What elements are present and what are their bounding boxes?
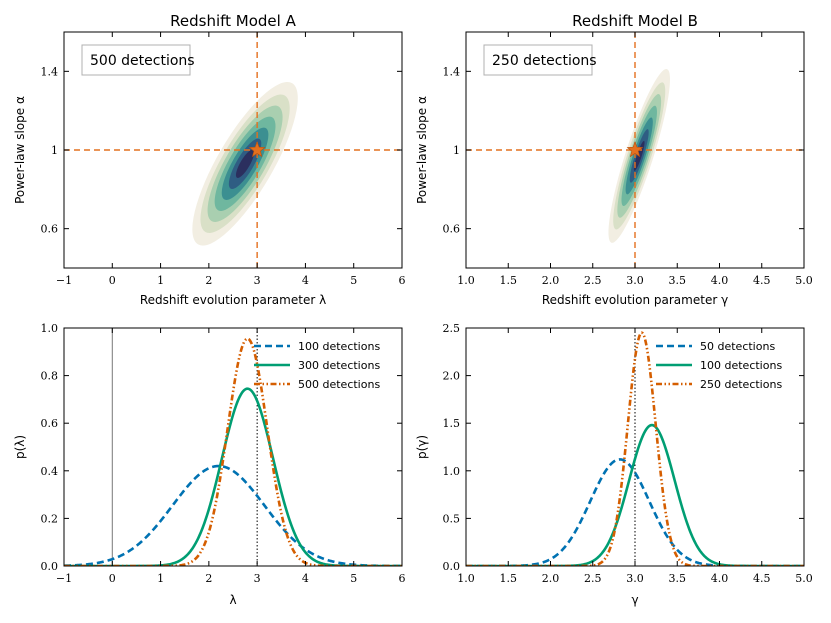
- y-axis-label: p(γ): [415, 435, 429, 459]
- x-tick-label: 1.0: [457, 274, 475, 287]
- panel-model-b-contour: 250 detections Redshift Model B 1.0 1.5 2.0 2…: [415, 12, 813, 307]
- x-tick-label: 5: [350, 572, 357, 585]
- y-tick-label: 0.6: [41, 223, 59, 236]
- annotation-box: [483, 44, 593, 76]
- x-tick-label: 3.5: [669, 274, 687, 287]
- y-tick-label: 0.2: [41, 512, 59, 525]
- x-tick-label: 4: [302, 274, 309, 287]
- y-tick-label: 0.8: [41, 370, 59, 383]
- x-axis-label: γ: [631, 593, 638, 607]
- legend-label-3: 250 detections: [700, 378, 782, 391]
- series-line-1: [64, 464, 402, 566]
- x-tick-label: −1: [56, 572, 72, 585]
- panel-title: Redshift Model B: [572, 12, 698, 30]
- panel-lambda-posterior: 100 detections 300 detections 500 detectio…: [13, 322, 406, 607]
- panel-model-a-contour: 500 detections Redshift Model A −1 0 1 2 3 4 5 6 0…: [13, 12, 406, 307]
- y-tick-label: 0.6: [443, 223, 461, 236]
- x-tick-label: 4.0: [711, 572, 729, 585]
- legend-label-1: 100 detections: [298, 340, 380, 353]
- y-tick-label: 1.4: [41, 65, 59, 78]
- legend-label-3: 500 detections: [298, 378, 380, 391]
- y-tick-label: 2.5: [443, 322, 461, 335]
- legend-label-2: 100 detections: [700, 359, 782, 372]
- x-tick-label: 6: [399, 572, 406, 585]
- x-axis-label: λ: [229, 593, 236, 607]
- x-tick-label: 0: [109, 572, 116, 585]
- x-tick-label: 4.5: [753, 572, 771, 585]
- x-tick-label: 1: [157, 274, 164, 287]
- x-tick-label: 1.0: [457, 572, 475, 585]
- truth-star-marker: [626, 141, 644, 158]
- y-tick-label: 0.0: [443, 560, 461, 573]
- x-tick-label: 4.0: [711, 274, 729, 287]
- x-tick-label: 3.5: [669, 572, 687, 585]
- y-tick-label: 1: [51, 144, 58, 157]
- y-tick-label: 1.5: [443, 417, 461, 430]
- y-tick-label: 0.0: [41, 560, 59, 573]
- x-tick-label: 1: [157, 572, 164, 585]
- x-tick-label: 2: [205, 572, 212, 585]
- x-tick-label: 2.0: [542, 274, 560, 287]
- contour-level-7: [235, 149, 255, 178]
- y-tick-label: 1.0: [41, 322, 59, 335]
- x-axis-label: Redshift evolution parameter γ: [542, 293, 728, 307]
- x-axis-label: Redshift evolution parameter λ: [140, 293, 326, 307]
- x-tick-label: 3: [254, 274, 261, 287]
- x-tick-label: −1: [56, 274, 72, 287]
- x-tick-label: 2.5: [584, 274, 602, 287]
- x-tick-label: 2: [205, 274, 212, 287]
- y-tick-label: 0.6: [41, 417, 59, 430]
- y-tick-label: 1.0: [443, 465, 461, 478]
- series-line-2: [64, 387, 402, 566]
- y-tick-label: 2.0: [443, 370, 461, 383]
- series-line-3: [64, 337, 402, 566]
- truth-star-marker: [248, 141, 266, 158]
- plot-frame: [63, 327, 403, 567]
- series-line-2: [466, 423, 804, 566]
- x-tick-label: 1.5: [500, 572, 518, 585]
- x-tick-label: 0: [109, 274, 116, 287]
- y-axis-label: Power-law slope α: [415, 96, 429, 204]
- y-axis-label: p(λ): [13, 435, 27, 459]
- x-tick-label: 6: [399, 274, 406, 287]
- x-tick-label: 5.0: [795, 572, 813, 585]
- annotation-text: 500 detections: [90, 53, 195, 69]
- x-tick-label: 3.0: [626, 572, 644, 585]
- y-tick-label: 1.4: [443, 65, 461, 78]
- x-tick-label: 4: [302, 572, 309, 585]
- x-tick-label: 1.5: [500, 274, 518, 287]
- legend-label-1: 50 detections: [700, 340, 775, 353]
- legend-label-2: 300 detections: [298, 359, 380, 372]
- x-tick-label: 3.0: [626, 274, 644, 287]
- y-tick-label: 1: [453, 144, 460, 157]
- y-axis-label: Power-law slope α: [13, 96, 27, 204]
- y-tick-label: 0.5: [443, 512, 461, 525]
- x-tick-label: 2.0: [542, 572, 560, 585]
- y-tick-label: 0.4: [41, 465, 59, 478]
- annotation-text: 250 detections: [492, 53, 597, 69]
- panel-gamma-posterior: 50 detections 100 detections 250 detection…: [415, 322, 813, 607]
- x-tick-label: 3: [254, 572, 261, 585]
- annotation-box: [81, 44, 191, 76]
- x-tick-label: 5.0: [795, 274, 813, 287]
- x-tick-label: 4.5: [753, 274, 771, 287]
- panel-title: Redshift Model A: [170, 12, 296, 30]
- x-tick-label: 5: [350, 274, 357, 287]
- x-tick-label: 2.5: [584, 572, 602, 585]
